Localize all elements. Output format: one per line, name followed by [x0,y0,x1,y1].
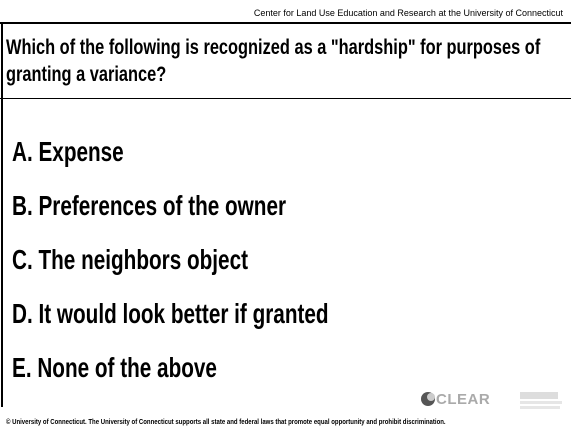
clear-logo-icon [421,392,435,406]
logo-bar [520,401,562,404]
footer-text: © University of Connecticut. The Univers… [6,419,446,426]
top-rule [0,22,571,24]
header-source: Center for Land Use Education and Resear… [253,8,563,18]
option: E. None of the above [12,352,217,383]
question-rule [0,98,571,99]
left-rule [1,22,3,407]
logo-bar [520,392,558,399]
logo-bar [520,406,560,409]
option: C. The neighbors object [12,244,249,275]
option: A. Expense [12,136,124,167]
logo-highlight [427,393,435,401]
option: B. Preferences of the owner [12,190,287,221]
uconn-logo [520,392,562,409]
question: Which of the following is recognized as … [6,36,541,86]
clear-logo-text: CLEAR [436,391,491,408]
option: D. It would look better if granted [12,298,329,329]
